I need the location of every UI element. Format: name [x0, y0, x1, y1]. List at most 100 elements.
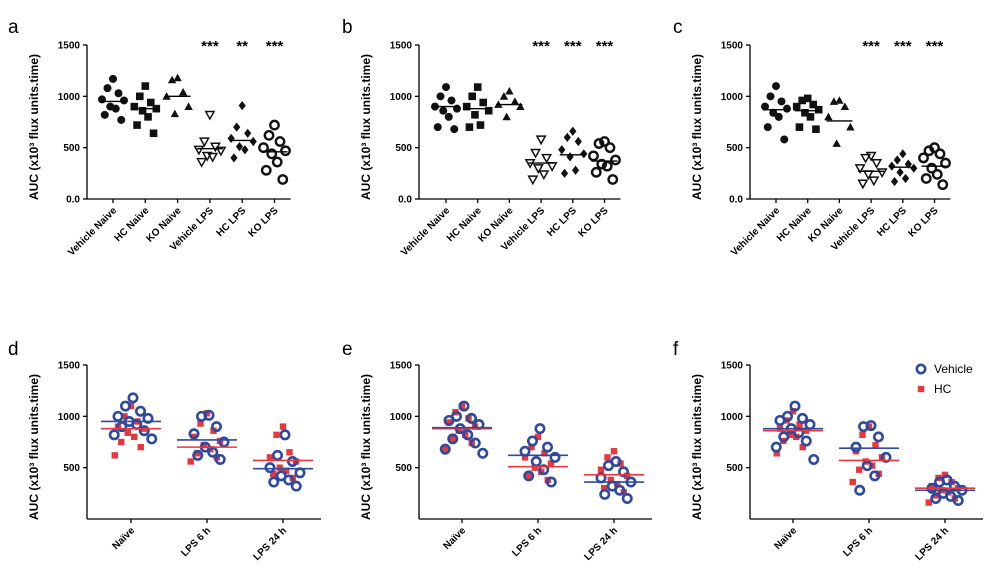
vehicle-point	[545, 476, 557, 488]
significance-label: **	[236, 38, 248, 55]
data-point	[103, 84, 112, 93]
significance-label: ***	[532, 38, 550, 55]
vehicle-point	[294, 467, 306, 479]
vehicle-point	[857, 421, 869, 433]
vehicle-point	[530, 456, 542, 468]
data-point	[871, 158, 883, 169]
data-point	[766, 92, 775, 101]
vehicle-point	[770, 441, 782, 453]
vehicle-point	[538, 464, 550, 476]
data-point	[920, 173, 932, 184]
panel-f: f 500 1000 1500 AUC (x10³ flux units.time) Na…	[673, 339, 983, 563]
y-tick-label: 1500	[721, 41, 744, 52]
x-tick-label: LPS 24 h	[913, 525, 951, 563]
y-tick-label: 1000	[721, 92, 744, 103]
hc-point	[197, 420, 204, 427]
vehicle-point	[869, 470, 881, 482]
vehicle-point	[207, 446, 219, 458]
panel-letter: a	[8, 17, 19, 38]
legend-vehicle-marker	[915, 363, 927, 375]
vehicle-point	[458, 400, 470, 412]
data-point	[258, 142, 269, 154]
vehicle-point	[952, 495, 964, 507]
hc-point	[865, 423, 873, 430]
panel-letter: e	[342, 339, 353, 360]
y-tick-label: 500	[63, 143, 80, 154]
data-point	[111, 104, 120, 113]
vehicle-point	[850, 441, 862, 453]
hc-point	[849, 478, 856, 486]
hc-point	[286, 449, 293, 456]
hc-point	[607, 476, 614, 484]
vehicle-point	[218, 436, 230, 448]
data-point	[280, 145, 291, 157]
data-point	[588, 150, 599, 162]
vehicle-point	[279, 429, 291, 441]
panel-letter: f	[673, 339, 679, 360]
vehicle-point	[138, 425, 150, 437]
data-point	[499, 92, 509, 100]
legend-vehicle-label: Vehicle	[934, 362, 973, 376]
data-point	[809, 100, 817, 109]
hc-point	[121, 413, 128, 420]
vehicle-point	[465, 412, 477, 424]
hc-point	[872, 441, 879, 449]
data-point	[899, 149, 907, 159]
hc-point	[604, 454, 611, 461]
data-point	[510, 97, 520, 105]
vehicle-point	[443, 414, 455, 426]
x-tick-label: LPS 6 h	[179, 525, 213, 559]
data-point	[198, 137, 210, 148]
vehicle-point	[602, 460, 614, 472]
hc-point	[941, 471, 949, 479]
data-point	[444, 112, 453, 121]
data-point	[931, 168, 943, 180]
data-point	[447, 96, 456, 105]
vehicle-point	[135, 405, 147, 417]
hc-point	[203, 410, 211, 417]
vehicle-point	[290, 480, 302, 492]
vehicle-point	[872, 431, 884, 443]
data-point	[193, 145, 205, 156]
data-point	[230, 153, 238, 163]
panel-a: a 0.0 500 1000 1500 AUC (x10³ flux units.time…	[8, 17, 291, 258]
vehicle-point	[930, 492, 942, 504]
panel-c: c 0.0 500 1000 1500 AUC (x10³ flux units.time…	[673, 17, 951, 258]
hc-point	[531, 464, 538, 471]
data-point	[227, 133, 235, 144]
data-point	[829, 97, 839, 105]
data-point	[783, 104, 791, 113]
hc-point	[773, 450, 780, 457]
data-point	[120, 96, 128, 105]
vehicle-point	[519, 445, 531, 457]
y-tick-label: 1500	[390, 41, 413, 52]
data-point	[918, 152, 929, 164]
x-tick-label: Vehicle Naive	[729, 205, 782, 258]
vehicle-point	[617, 466, 629, 478]
data-point	[772, 82, 780, 91]
vehicle-point	[196, 410, 208, 422]
hc-point	[786, 431, 793, 439]
hc-point	[200, 441, 207, 449]
y-tick-label: 1000	[390, 412, 413, 423]
hc-point	[111, 452, 118, 459]
data-point	[439, 106, 448, 115]
hc-point	[856, 466, 863, 473]
data-point	[798, 96, 806, 105]
hc-point	[266, 454, 274, 461]
data-point	[532, 164, 544, 174]
data-point	[801, 108, 809, 117]
data-point	[601, 160, 613, 172]
y-tick-label: 0.0	[66, 195, 80, 206]
hc-point	[601, 485, 608, 492]
data-point	[233, 122, 241, 132]
data-point	[541, 153, 553, 164]
data-point	[109, 74, 117, 83]
hc-point	[925, 499, 932, 506]
vehicle-point	[796, 412, 808, 424]
hc-point	[597, 466, 605, 473]
data-point	[133, 121, 141, 129]
data-point	[854, 164, 866, 174]
data-point	[462, 102, 471, 111]
hc-point	[455, 427, 462, 434]
